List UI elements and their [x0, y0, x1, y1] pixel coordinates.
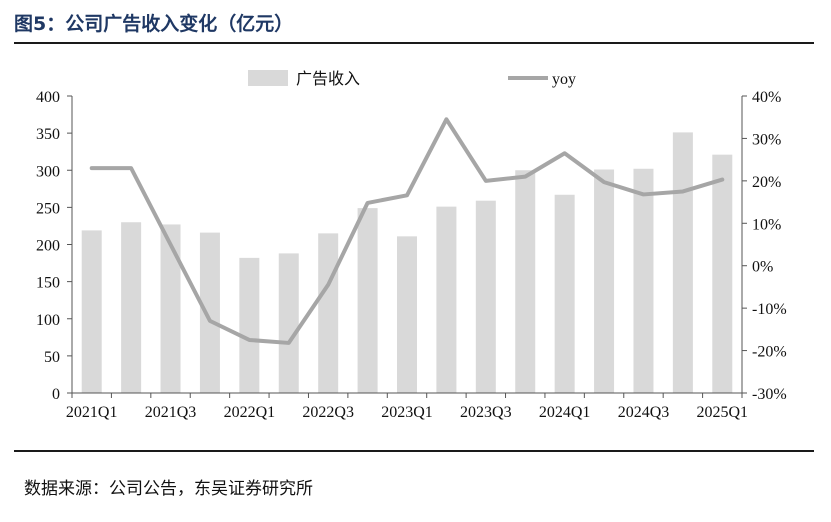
source-note: 数据来源：公司公告，东吴证券研究所: [24, 479, 313, 499]
bar-2024Q3: [633, 168, 654, 393]
bar-2025Q1: [712, 154, 733, 393]
left-tick-label: 0: [52, 386, 60, 403]
x-tick-label: 2021Q1: [66, 404, 118, 421]
bar-2024Q1: [554, 194, 575, 393]
bar-2023Q1: [397, 236, 417, 393]
bar-2024Q2: [594, 169, 615, 393]
legend: 广告收入 yoy: [248, 70, 576, 88]
legend-bar-swatch: [248, 70, 288, 86]
title-divider: [14, 42, 814, 44]
left-tick-label: 150: [36, 275, 60, 292]
x-tick-label: 2021Q3: [145, 404, 197, 421]
ad-revenue-chart: 广告收入 yoy 0 50 100 150 200 250 300 350 400 -30% -2…: [36, 70, 787, 421]
x-tick-label: 2022Q3: [302, 404, 354, 421]
bar-2022Q2: [278, 253, 299, 393]
left-axis-ticks: 0 50 100 150 200 250 300 350 400: [36, 89, 72, 403]
left-tick-label: 350: [36, 126, 60, 143]
bar-2023Q2: [436, 206, 457, 393]
x-axis-ticks: 2021Q1 2021Q3 2022Q1 2022Q3 2023Q1 2023Q3 2024…: [66, 393, 748, 421]
bar-series: [81, 132, 733, 393]
right-tick-label: -20%: [752, 344, 787, 361]
bar-2021Q3: [160, 224, 181, 393]
source-divider: [14, 450, 814, 452]
x-tick-label: 2025Q1: [697, 404, 749, 421]
x-tick-label: 2023Q3: [460, 404, 512, 421]
x-tick-label: 2023Q1: [381, 404, 433, 421]
right-tick-label: 40%: [752, 89, 781, 106]
legend-bar-label: 广告收入: [296, 70, 360, 88]
bar-2022Q1: [239, 257, 260, 393]
x-tick-label: 2024Q3: [618, 404, 670, 421]
x-tick-label: 2024Q1: [539, 404, 591, 421]
left-tick-label: 250: [36, 200, 60, 217]
bar-2023Q3: [475, 200, 496, 393]
x-tick-label: 2022Q1: [224, 404, 276, 421]
left-tick-label: 50: [44, 349, 60, 366]
right-tick-label: 10%: [752, 216, 781, 233]
left-tick-label: 400: [36, 89, 60, 106]
bar-2024Q4: [672, 132, 693, 393]
bar-2022Q3: [318, 233, 339, 393]
right-tick-label: -30%: [752, 386, 787, 403]
bar-2021Q1: [81, 230, 102, 393]
bar-2023Q4: [515, 170, 536, 393]
bar-2021Q4: [199, 232, 220, 393]
right-tick-label: 0%: [752, 259, 773, 276]
right-tick-label: 20%: [752, 174, 781, 191]
bar-2021Q2: [121, 222, 142, 393]
right-tick-label: 30%: [752, 131, 781, 148]
bar-2022Q4: [357, 208, 378, 393]
legend-line-label: yoy: [552, 71, 576, 88]
left-tick-label: 300: [36, 163, 60, 180]
left-tick-label: 100: [36, 312, 60, 329]
right-axis-ticks: -30% -20% -10% 0% 10% 20% 30% 40%: [742, 89, 787, 403]
yoy-line-series: [89, 117, 725, 345]
left-tick-label: 200: [36, 238, 60, 255]
chart-title: 图5：公司广告收入变化（亿元）: [14, 13, 294, 35]
right-tick-label: -10%: [752, 301, 787, 318]
